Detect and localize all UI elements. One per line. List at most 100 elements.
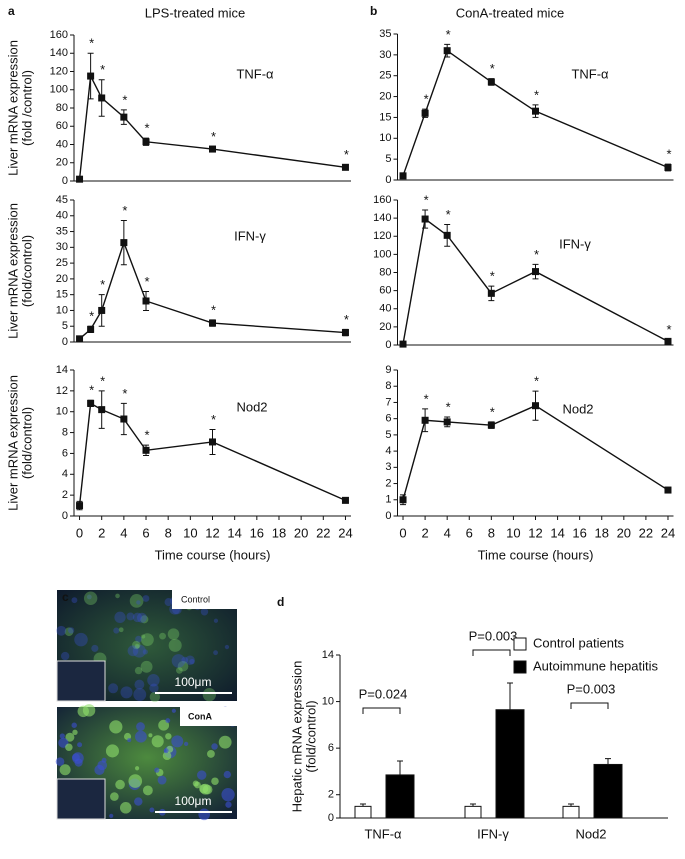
cell <box>113 627 120 634</box>
cell <box>218 735 232 749</box>
y-tick-label: 4 <box>62 468 68 480</box>
cell <box>135 766 140 771</box>
marker <box>142 446 150 454</box>
cell <box>74 632 88 647</box>
cell <box>115 779 125 790</box>
cell <box>118 627 124 633</box>
x-tick-label: 10 <box>183 525 197 540</box>
cell <box>148 733 153 738</box>
cell <box>162 751 172 761</box>
y-tick-label: 100 <box>373 248 391 260</box>
inset <box>56 660 106 702</box>
cell <box>135 635 142 643</box>
x-tick-label: 2 <box>98 525 105 540</box>
significance: * <box>424 192 429 207</box>
y-tick-label: 25 <box>379 70 391 82</box>
y-tick-label: 6 <box>62 447 68 459</box>
y-tick-label: 160 <box>373 194 391 206</box>
significance: * <box>89 36 94 51</box>
significance: * <box>666 147 671 162</box>
y-tick-label: 6 <box>328 742 334 754</box>
y-tick-label: 2 <box>62 489 68 501</box>
x-tick-label: TNF-α <box>364 826 402 841</box>
y-tick-label: 60 <box>379 285 391 297</box>
y-tick-label: 4 <box>385 445 391 457</box>
cell <box>181 656 189 664</box>
x-tick-label: 8 <box>165 525 172 540</box>
bar <box>464 805 482 819</box>
series-line <box>402 49 669 177</box>
cell <box>177 660 189 672</box>
image-label: Control <box>181 594 210 604</box>
significance: * <box>344 147 349 162</box>
cell <box>199 784 209 794</box>
y-axis-label: Liver mRNA expression <box>5 375 20 511</box>
cell <box>134 679 145 690</box>
y-tick-label: 80 <box>56 102 68 114</box>
marker <box>487 289 495 297</box>
significance: * <box>211 129 216 144</box>
significance: * <box>446 207 451 222</box>
significance: * <box>211 412 216 427</box>
cell <box>159 632 166 640</box>
x-tick-label: 8 <box>488 525 495 540</box>
cell <box>110 792 119 801</box>
y-tick-label: 2 <box>328 789 334 801</box>
x-tick-label: 6 <box>142 525 149 540</box>
x-axis-label: Time course (hours) <box>478 547 594 562</box>
significance: * <box>100 62 105 77</box>
y-tick-label: 80 <box>379 266 391 278</box>
cell <box>189 658 195 665</box>
cell <box>109 720 123 734</box>
x-tick-label: 14 <box>550 525 564 540</box>
cell <box>77 742 83 748</box>
y-tick-label: 35 <box>56 225 68 237</box>
cell <box>126 612 135 621</box>
y-tick-label: 10 <box>56 304 68 316</box>
cell <box>140 660 153 673</box>
marker <box>142 138 150 146</box>
error-bar <box>507 682 513 710</box>
cell <box>133 688 147 701</box>
y-tick-label: 60 <box>56 120 68 132</box>
marker <box>98 94 106 102</box>
y-tick-label: 7 <box>385 396 391 408</box>
cell <box>109 813 114 818</box>
cell <box>202 688 216 702</box>
marker <box>76 335 84 343</box>
p-value: P=0.003 <box>567 681 616 696</box>
cell <box>164 598 173 607</box>
x-tick-label: 4 <box>444 525 451 540</box>
bar <box>385 774 415 819</box>
cell <box>56 625 67 636</box>
cell <box>168 638 182 652</box>
x-tick-label: 14 <box>227 525 241 540</box>
panel-label: a <box>8 4 15 18</box>
significance: * <box>446 27 451 42</box>
cell <box>59 733 65 739</box>
scale-label: 100μm <box>175 794 212 808</box>
y-axis-label: (fold /control) <box>19 70 34 146</box>
marker <box>76 502 84 510</box>
cell <box>140 615 149 624</box>
cell <box>221 788 235 802</box>
y-tick-label: 45 <box>56 194 68 206</box>
marker <box>443 418 451 426</box>
y-tick-label: 120 <box>50 65 68 77</box>
y-tick-label: 0 <box>62 175 68 187</box>
cell <box>142 785 153 796</box>
label-box <box>180 707 237 726</box>
cell <box>134 643 140 649</box>
cell <box>115 593 120 599</box>
significance: * <box>490 61 495 76</box>
cell <box>200 608 209 616</box>
significance: * <box>424 92 429 107</box>
cell <box>134 666 143 675</box>
significance: * <box>490 404 495 419</box>
x-tick-label: 4 <box>120 525 127 540</box>
marker <box>399 172 407 180</box>
x-tick-label: 12 <box>528 525 542 540</box>
marker <box>98 406 106 414</box>
bracket <box>472 649 511 656</box>
legend-swatch <box>513 660 527 674</box>
